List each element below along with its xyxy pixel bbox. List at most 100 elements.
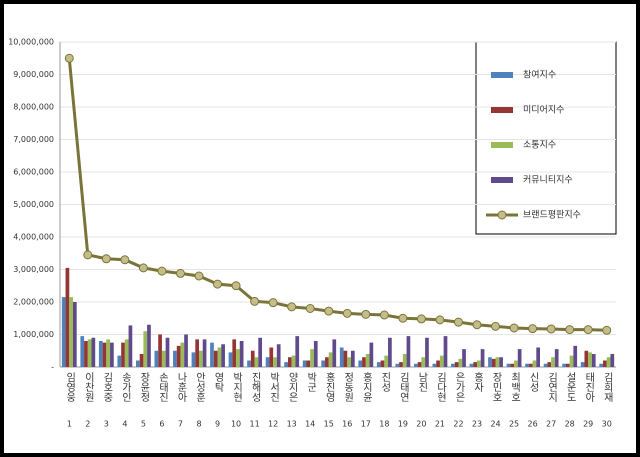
rank-label: 15 bbox=[324, 420, 334, 429]
bar bbox=[432, 363, 437, 367]
bar bbox=[269, 347, 274, 367]
rank-label: 20 bbox=[416, 420, 426, 429]
y-tick-label: 10,000,000 bbox=[8, 38, 54, 47]
bar bbox=[488, 357, 492, 367]
bar bbox=[87, 339, 92, 367]
line-marker bbox=[194, 271, 204, 281]
y-tick-label: 3,000,000 bbox=[13, 265, 54, 274]
bar bbox=[221, 344, 225, 367]
line-marker bbox=[491, 321, 501, 331]
bar bbox=[380, 360, 385, 367]
rank-label: 17 bbox=[361, 420, 371, 429]
line-marker bbox=[157, 266, 167, 276]
bar bbox=[332, 339, 337, 367]
bar bbox=[147, 324, 151, 367]
x-tick-label: 장윤정 bbox=[138, 372, 150, 402]
bar bbox=[369, 342, 374, 367]
rank-label: 7 bbox=[178, 420, 183, 429]
bar bbox=[110, 342, 114, 367]
rank-label: 11 bbox=[250, 420, 260, 429]
bar bbox=[98, 341, 103, 367]
bar bbox=[250, 350, 255, 367]
bar bbox=[199, 350, 203, 367]
bar bbox=[365, 354, 370, 367]
y-tick-label: 1,000,000 bbox=[13, 330, 54, 339]
bar bbox=[491, 358, 496, 367]
bar bbox=[184, 334, 188, 367]
line-marker bbox=[268, 298, 278, 308]
bar bbox=[591, 354, 596, 367]
x-tick-label: 임영웅 bbox=[64, 371, 76, 402]
rank-label: 30 bbox=[602, 420, 612, 429]
bar bbox=[347, 357, 351, 367]
bar bbox=[565, 363, 570, 367]
bar bbox=[325, 357, 329, 367]
bar bbox=[388, 337, 392, 367]
bar bbox=[143, 331, 148, 367]
line-marker bbox=[64, 53, 74, 63]
line-marker bbox=[213, 279, 223, 289]
bar bbox=[65, 267, 70, 367]
bar bbox=[191, 352, 196, 367]
x-tick-label: 안성훈 bbox=[194, 372, 206, 402]
bar bbox=[384, 355, 389, 367]
bar bbox=[173, 350, 177, 367]
rank-label: 21 bbox=[435, 420, 445, 429]
x-tick-label: 신성 bbox=[527, 372, 539, 392]
legend-label: 미디어지수 bbox=[523, 105, 564, 116]
bar bbox=[61, 297, 66, 367]
bar bbox=[473, 362, 477, 367]
bar bbox=[232, 339, 237, 367]
x-tick-label: 은가은 bbox=[453, 372, 465, 402]
bar bbox=[258, 337, 263, 367]
bar bbox=[421, 357, 426, 367]
rank-label: 6 bbox=[159, 420, 164, 429]
bar bbox=[510, 363, 515, 367]
bar bbox=[469, 363, 474, 367]
line-marker bbox=[416, 314, 426, 324]
line-marker bbox=[379, 310, 389, 320]
bar bbox=[350, 350, 355, 367]
bar bbox=[451, 363, 455, 367]
x-tick-label: 이찬원 bbox=[82, 372, 94, 402]
bar bbox=[128, 325, 133, 367]
bar bbox=[236, 349, 240, 367]
rank-label: 25 bbox=[509, 420, 519, 429]
rank-label: 27 bbox=[546, 420, 556, 429]
line-marker bbox=[435, 315, 445, 325]
bar bbox=[573, 345, 578, 367]
line-marker bbox=[602, 325, 612, 335]
y-tick-label: 8,000,000 bbox=[13, 103, 54, 112]
x-tick-label: 손태진 bbox=[156, 372, 168, 402]
x-tick-label: 진성 bbox=[379, 372, 391, 392]
bar bbox=[499, 357, 503, 367]
rank-label: 23 bbox=[472, 420, 482, 429]
bar bbox=[554, 349, 559, 367]
bar bbox=[569, 355, 574, 367]
x-tick-label: 장민호 bbox=[490, 372, 502, 402]
line-marker bbox=[83, 250, 93, 260]
line-marker bbox=[231, 281, 241, 291]
rank-label: 29 bbox=[583, 420, 593, 429]
line-marker bbox=[305, 304, 315, 313]
line-marker bbox=[250, 296, 260, 306]
x-tick-label: 홍지윤 bbox=[360, 371, 372, 402]
bar bbox=[176, 345, 181, 367]
rank-label: 3 bbox=[104, 420, 109, 429]
rank-label: 8 bbox=[196, 420, 201, 429]
legend-swatch bbox=[491, 72, 513, 78]
bar bbox=[254, 357, 259, 367]
bar bbox=[310, 349, 314, 367]
bar bbox=[106, 339, 111, 367]
x-tick-label: 김연지 bbox=[546, 372, 558, 403]
bar bbox=[228, 352, 233, 367]
bar bbox=[195, 339, 199, 367]
bar bbox=[436, 360, 440, 367]
line-marker bbox=[120, 255, 130, 265]
bar bbox=[202, 339, 207, 367]
bar bbox=[161, 350, 166, 367]
bar bbox=[462, 349, 466, 367]
y-tick-label: - bbox=[51, 363, 54, 372]
x-tick-label: 박지현 bbox=[231, 372, 243, 402]
x-tick-label: 영탁 bbox=[212, 372, 224, 392]
